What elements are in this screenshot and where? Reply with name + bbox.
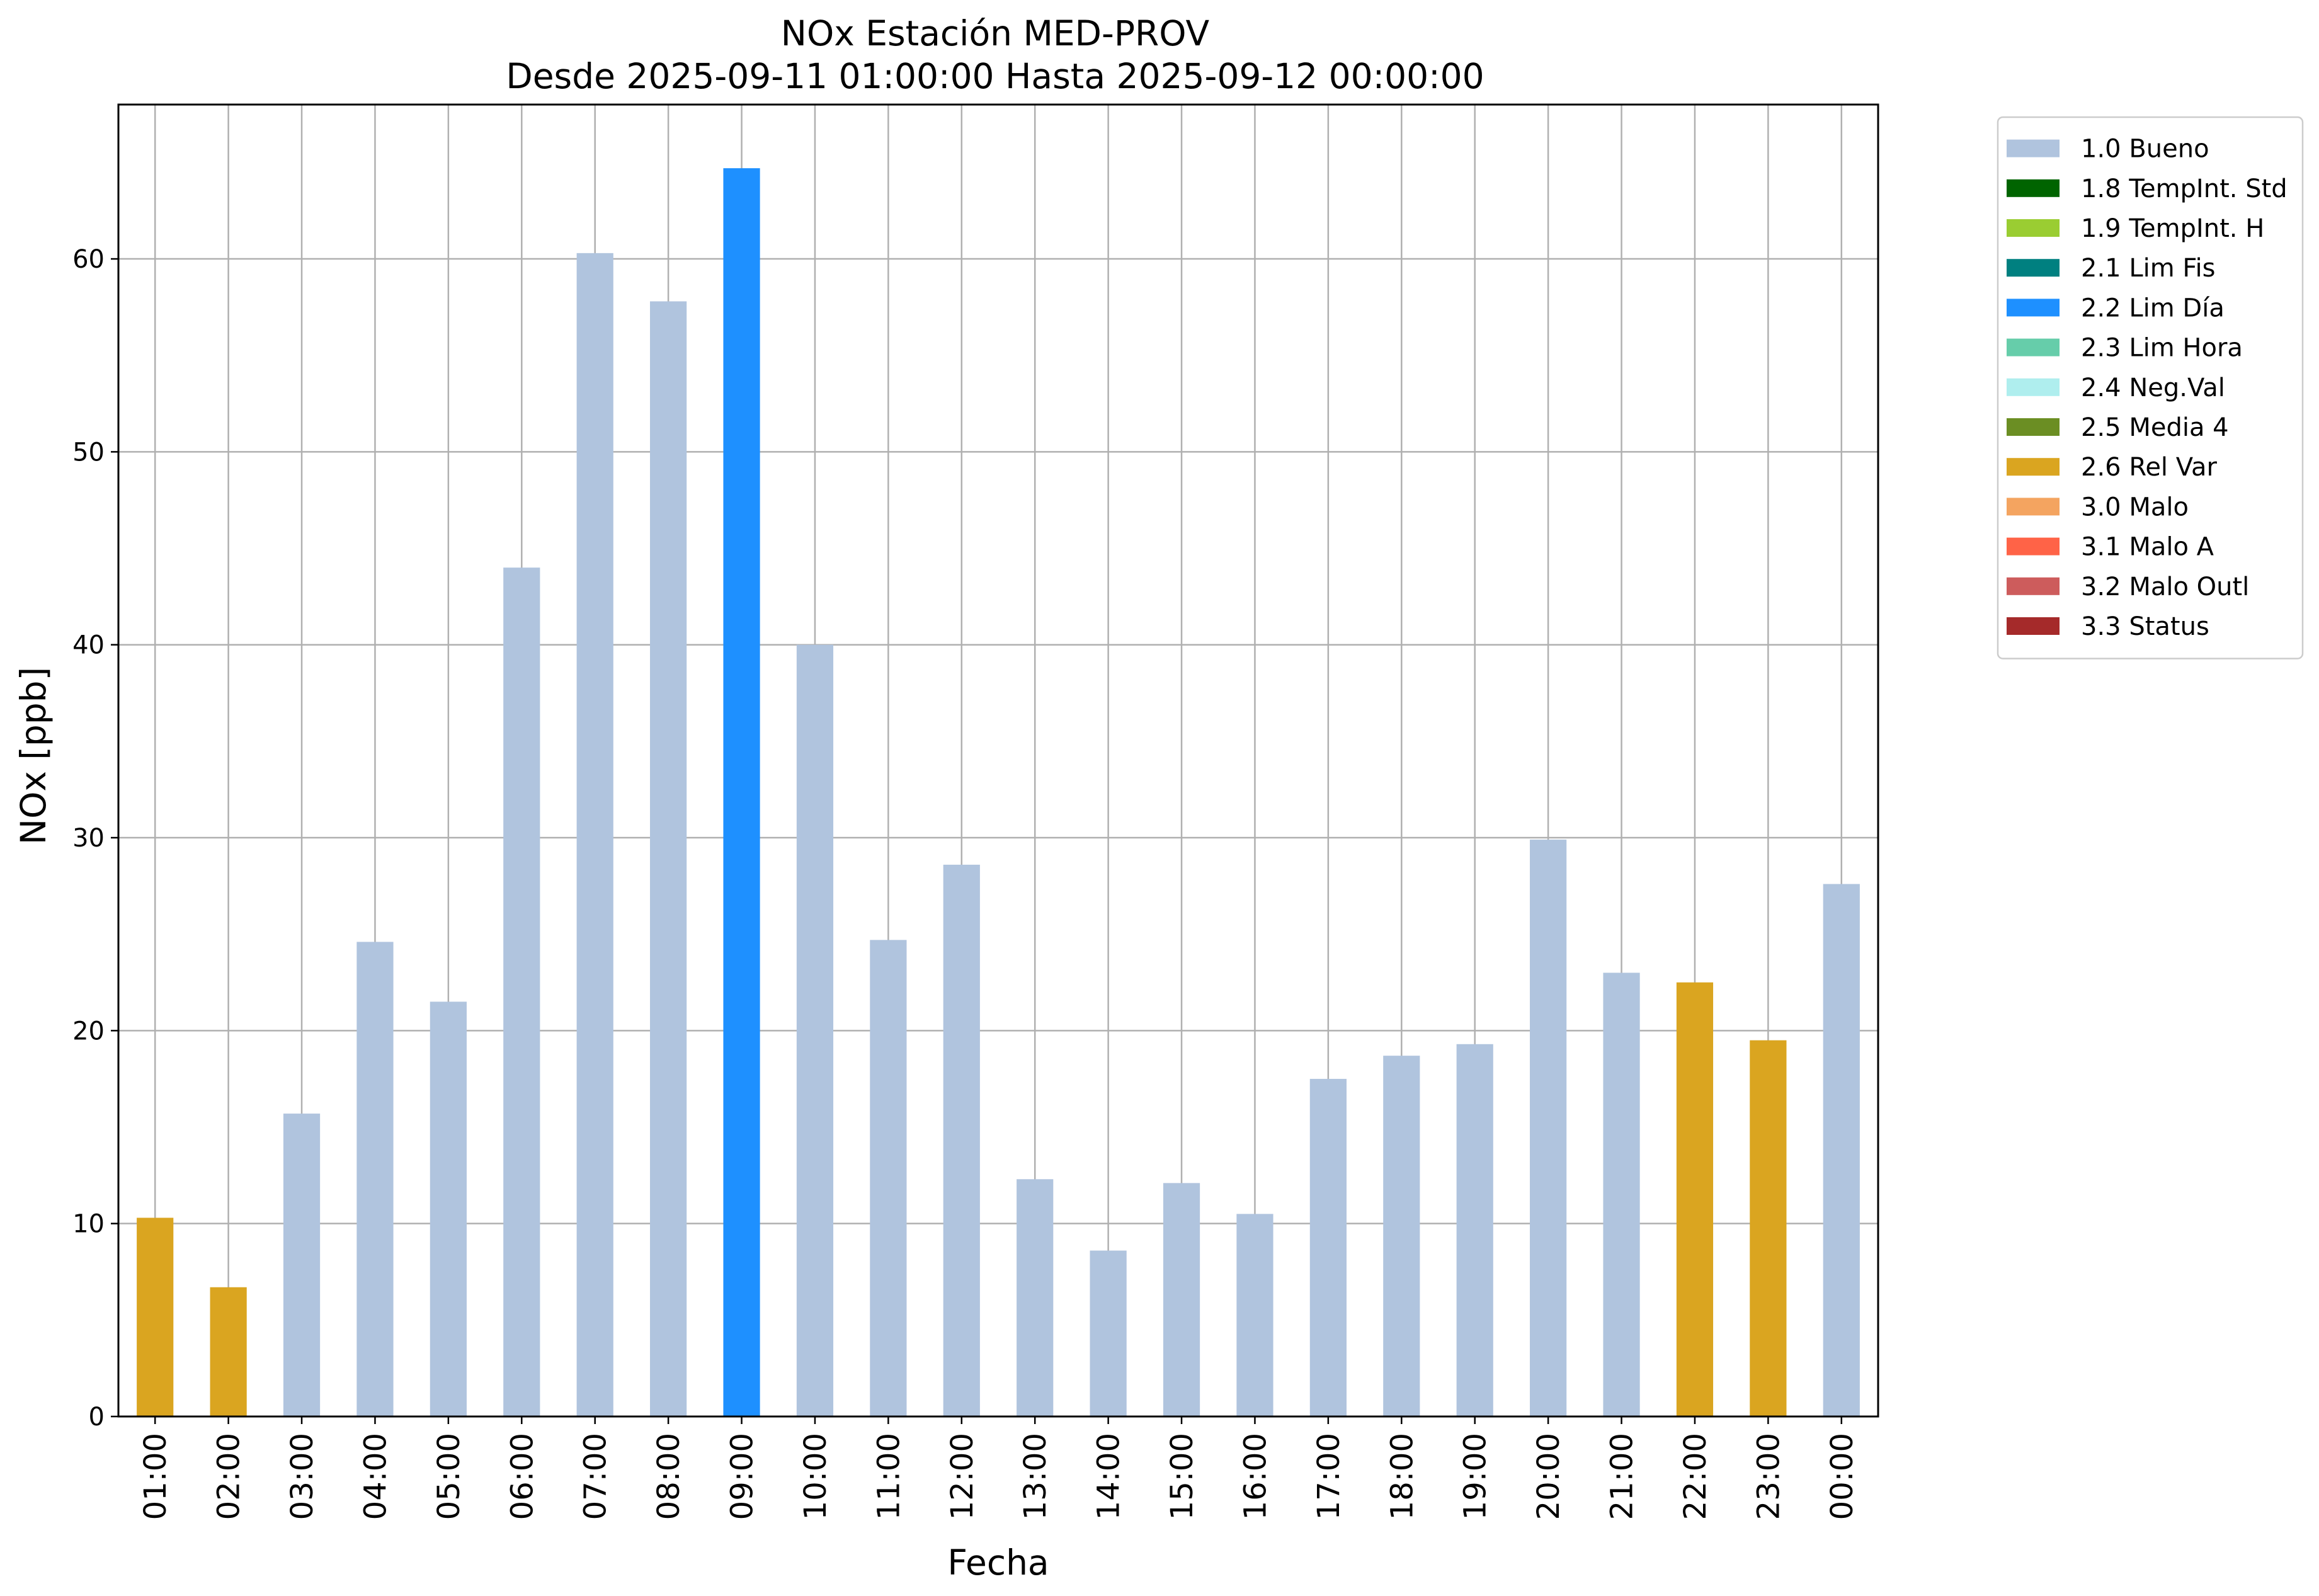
x-tick-label: 16:00 — [1238, 1433, 1273, 1520]
y-tick-label: 10 — [72, 1210, 105, 1239]
bar-1400 — [1090, 1250, 1127, 1416]
x-tick-label: 00:00 — [1825, 1433, 1860, 1520]
x-axis-ticks: 01:00 02:00 03:00 04:00 05:00 06:00 07:00 08:00… — [138, 1416, 1860, 1520]
x-tick-label: 13:00 — [1018, 1433, 1053, 1520]
y-tick-label: 0 — [89, 1403, 105, 1432]
bar-1800 — [1383, 1056, 1420, 1416]
x-tick-label: 07:00 — [578, 1433, 613, 1520]
legend-swatch — [2007, 498, 2060, 516]
y-axis-ticks: 0 10 20 30 40 50 60 — [72, 245, 118, 1432]
bar-0400 — [356, 942, 394, 1416]
legend-frame — [1997, 116, 2304, 659]
legend-label: 2.1 Lim Fis — [2081, 254, 2215, 283]
y-tick-label: 30 — [72, 824, 105, 853]
x-tick-label: 01:00 — [138, 1433, 173, 1520]
legend-swatch — [2007, 577, 2060, 595]
x-tick-label: 08:00 — [651, 1433, 687, 1520]
chart-subtitle: Desde 2025-09-11 01:00:00 Hasta 2025-09-… — [506, 56, 1484, 96]
x-tick-label: 09:00 — [725, 1433, 760, 1520]
legend-label: 1.0 Bueno — [2081, 135, 2209, 164]
bar-0800 — [650, 301, 687, 1417]
legend-label: 3.0 Malo — [2081, 493, 2189, 522]
y-tick-label: 20 — [72, 1017, 105, 1046]
x-tick-label: 15:00 — [1165, 1433, 1200, 1520]
x-tick-label: 17:00 — [1311, 1433, 1347, 1520]
bar-1600 — [1236, 1214, 1273, 1416]
x-tick-label: 18:00 — [1384, 1433, 1420, 1520]
legend-swatch — [2007, 139, 2060, 157]
legend-label: 1.9 TempInt. H — [2081, 214, 2264, 243]
legend-swatch — [2007, 299, 2060, 317]
bar-1500 — [1163, 1183, 1200, 1416]
x-tick-label: 23:00 — [1751, 1433, 1786, 1520]
legend-label: 1.8 TempInt. Std — [2081, 174, 2288, 203]
legend-swatch — [2007, 259, 2060, 277]
bar-0100 — [137, 1217, 174, 1416]
x-tick-label: 03:00 — [285, 1433, 320, 1520]
legend-label: 2.6 Rel Var — [2081, 453, 2218, 482]
legend-swatch — [2007, 458, 2060, 476]
legend-swatch — [2007, 418, 2060, 436]
x-tick-label: 14:00 — [1091, 1433, 1127, 1520]
legend-label: 3.2 Malo Outl — [2081, 573, 2249, 601]
bar-0700 — [576, 253, 613, 1416]
y-tick-label: 50 — [72, 438, 105, 467]
x-tick-label: 21:00 — [1605, 1433, 1640, 1520]
x-tick-label: 11:00 — [871, 1433, 906, 1520]
bar-0600 — [503, 567, 540, 1416]
bar-2300 — [1750, 1040, 1787, 1416]
bar-2100 — [1603, 972, 1640, 1416]
legend-label: 2.3 Lim Hora — [2081, 334, 2243, 363]
x-axis-label: Fecha — [947, 1542, 1049, 1583]
chart-title: NOx Estación MED-PROV — [781, 13, 1210, 54]
y-axis-label: NOx [ppb] — [13, 667, 54, 845]
bar-1700 — [1309, 1078, 1347, 1416]
legend-swatch — [2007, 179, 2060, 197]
y-tick-label: 40 — [72, 631, 105, 660]
x-tick-label: 05:00 — [431, 1433, 467, 1520]
bar-0000 — [1823, 884, 1860, 1416]
bar-0500 — [430, 1001, 467, 1416]
legend-label: 2.2 Lim Día — [2081, 294, 2225, 322]
bar-1900 — [1456, 1044, 1493, 1416]
legend-swatch — [2007, 338, 2060, 356]
bar-0300 — [283, 1114, 321, 1416]
legend-swatch — [2007, 378, 2060, 396]
bars — [137, 168, 1860, 1417]
bar-1200 — [943, 864, 980, 1416]
legend-swatch — [2007, 537, 2060, 556]
x-tick-label: 02:00 — [212, 1433, 247, 1520]
bar-1300 — [1017, 1179, 1054, 1416]
plot-frame — [117, 103, 1879, 1418]
x-tick-label: 10:00 — [798, 1433, 833, 1520]
legend-label: 3.3 Status — [2081, 612, 2209, 641]
x-tick-label: 04:00 — [358, 1433, 393, 1520]
legend-swatch — [2007, 219, 2060, 237]
x-tick-label: 12:00 — [945, 1433, 980, 1520]
bar-0900 — [723, 168, 760, 1416]
bar-1100 — [870, 940, 907, 1416]
y-tick-label: 60 — [72, 245, 105, 274]
legend-label: 2.4 Neg.Val — [2081, 373, 2225, 402]
x-tick-label: 06:00 — [504, 1433, 540, 1520]
legend-label: 3.1 Malo A — [2081, 533, 2214, 562]
x-tick-label: 19:00 — [1458, 1433, 1493, 1520]
bar-0200 — [210, 1287, 247, 1416]
bar-1000 — [796, 644, 834, 1417]
legend-label: 2.5 Media 4 — [2081, 413, 2229, 442]
x-tick-label: 22:00 — [1678, 1433, 1713, 1520]
legend-swatch — [2007, 617, 2060, 635]
x-tick-label: 20:00 — [1531, 1433, 1566, 1520]
legend: 1.0 Bueno 1.8 TempInt. Std 1.9 TempInt. H 2… — [1997, 116, 2304, 659]
bar-2200 — [1676, 982, 1714, 1416]
bar-2000 — [1530, 840, 1567, 1416]
